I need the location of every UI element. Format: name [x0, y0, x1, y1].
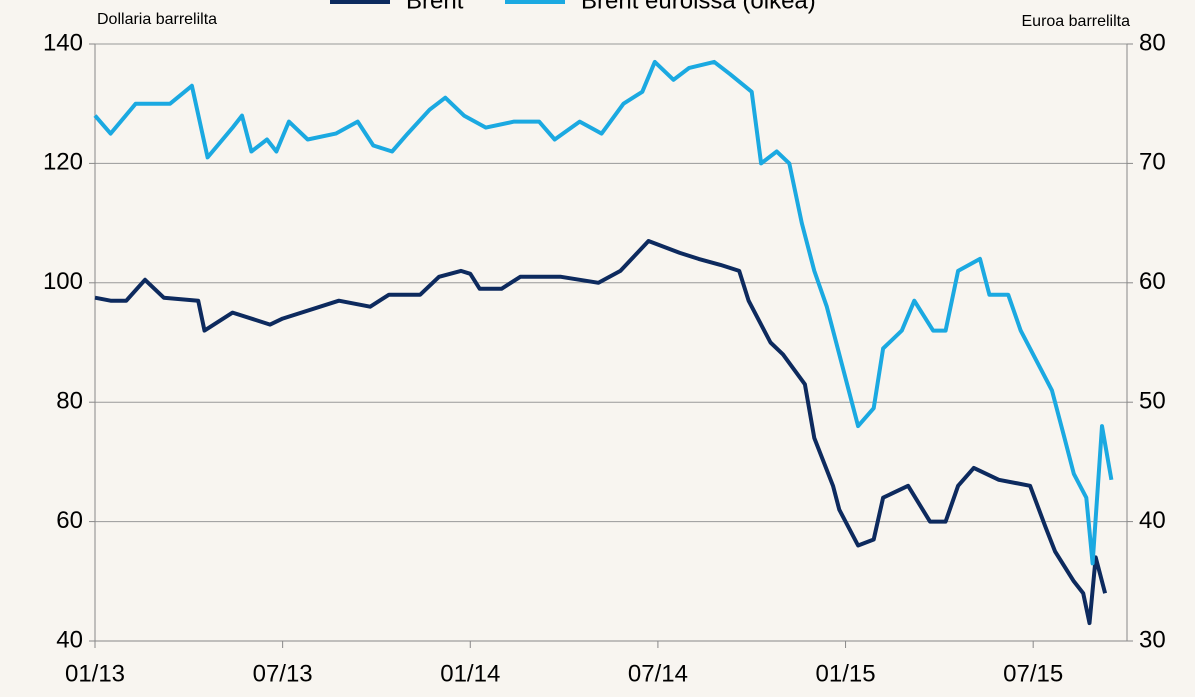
y-tick-label: 120: [43, 149, 83, 176]
x-tick-label: 01/13: [65, 660, 125, 687]
legend-label: Brent euroissa (oikea): [581, 0, 816, 14]
y2-tick-label: 50: [1139, 388, 1166, 415]
y2-tick-label: 40: [1139, 507, 1166, 534]
y2-tick-label: 30: [1139, 626, 1166, 653]
y-tick-label: 100: [43, 268, 83, 295]
y-axis-label: Dollaria barrelilta: [97, 11, 217, 28]
y2-tick-label: 60: [1139, 268, 1166, 295]
y-tick-label: 80: [56, 388, 83, 415]
x-tick-label: 01/15: [816, 660, 876, 687]
series-line: [94, 239, 1108, 626]
y-tick-label: 40: [56, 626, 83, 653]
x-tick-label: 07/15: [1003, 660, 1063, 687]
y2-axis-label: Euroa barrelilta: [1022, 13, 1131, 30]
y2-tick-label: 70: [1139, 149, 1166, 176]
legend-label: Brent: [406, 0, 464, 14]
y-tick-label: 60: [56, 507, 83, 534]
y-tick-label: 140: [43, 29, 83, 56]
x-tick-label: 07/14: [628, 660, 688, 687]
x-tick-label: 07/13: [253, 660, 313, 687]
series-line: [93, 59, 1114, 566]
y2-tick-label: 80: [1139, 29, 1166, 56]
x-tick-label: 01/14: [440, 660, 500, 687]
